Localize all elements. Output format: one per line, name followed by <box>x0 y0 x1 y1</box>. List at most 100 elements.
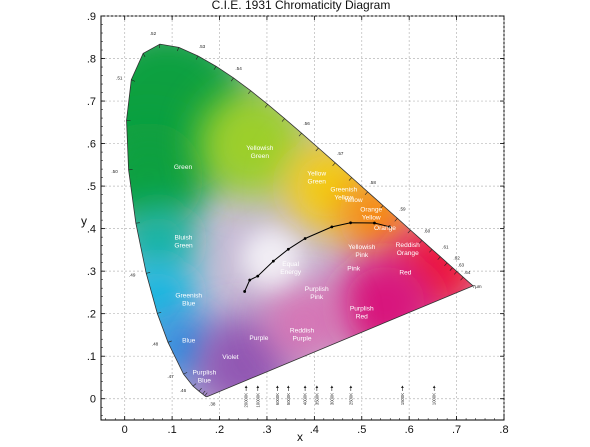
region-label-line: Purple <box>292 335 311 342</box>
x-tick-label: .8 <box>499 424 508 436</box>
region-label: Green <box>174 164 193 171</box>
region-label-line: Red <box>356 314 368 321</box>
planckian-marker <box>256 275 259 278</box>
x-tick-label: .6 <box>405 424 414 436</box>
region-label-line: Green <box>308 178 327 185</box>
y-tick-label: 0 <box>90 394 96 406</box>
region-label: Yellow <box>344 197 363 204</box>
chart-title: C.I.E. 1931 Chromaticity Diagram <box>212 0 391 12</box>
temperature-arrow-head <box>315 386 318 389</box>
wavelength-label: .50 <box>111 169 118 174</box>
temperature-label: 1500K <box>400 393 405 405</box>
region-label: Pink <box>347 265 361 272</box>
wavelength-label: 7µm <box>473 284 482 289</box>
region-label-line: Blue <box>182 338 196 345</box>
temperature-arrow-head <box>330 386 333 389</box>
region-label-line: Orange <box>360 207 382 214</box>
temperature-arrow-head <box>433 386 436 389</box>
x-tick-label: .2 <box>215 424 224 436</box>
x-tick-label: .3 <box>262 424 271 436</box>
region-label-line: Pink <box>355 252 369 259</box>
temperature-label: 1000K <box>432 393 437 405</box>
region-label-line: Yellow <box>307 170 326 177</box>
region-label-line: Energy <box>280 269 302 276</box>
wavelength-label: .47 <box>167 374 174 379</box>
y-axis-label: y <box>81 214 87 228</box>
y-tick-label: .9 <box>87 11 96 23</box>
x-axis-label: x <box>297 430 303 442</box>
region-label: Purple <box>249 335 268 342</box>
region-label-line: Greenish <box>330 187 357 194</box>
wavelength-label: .56 <box>303 121 310 126</box>
region-label-line: Green <box>251 153 270 160</box>
temperature-arrow-head <box>276 386 279 389</box>
region-label: Red <box>399 270 411 277</box>
region-label-line: Blue <box>182 301 196 308</box>
temperature-label: 6000K <box>275 393 280 405</box>
wavelength-label: .49 <box>129 272 136 277</box>
region-label-line: Orange <box>397 250 419 257</box>
y-tick-label: .7 <box>87 96 96 108</box>
planckian-marker <box>243 290 246 293</box>
region-label-line: Yellowish <box>348 244 376 251</box>
y-tick-label: .4 <box>87 224 96 236</box>
region-label-line: Pink <box>310 294 324 301</box>
temperature-label: 5000K <box>286 393 291 405</box>
planckian-marker <box>272 260 275 263</box>
region-label-line: Orange <box>374 225 396 232</box>
region-label-line: Reddish <box>396 242 421 249</box>
x-tick-label: .1 <box>168 424 177 436</box>
planckian-marker <box>330 225 333 228</box>
temperature-label: 10000K <box>255 393 260 408</box>
region-label-line: Bluish <box>175 234 193 241</box>
y-tick-label: .6 <box>87 139 96 151</box>
wavelength-label: .38 <box>209 402 216 407</box>
temperature-arrow-head <box>349 386 352 389</box>
temperature-label: 20000K <box>244 393 249 408</box>
region-label-line: Greenish <box>175 293 202 300</box>
region-label-line: Equal <box>282 261 299 268</box>
temperature-arrow-head <box>304 386 307 389</box>
wavelength-label: .53 <box>199 44 206 49</box>
temperature-arrow-head <box>287 386 290 389</box>
y-tick-label: .1 <box>87 351 96 363</box>
x-tick-label: .7 <box>452 424 461 436</box>
region-label-line: Blue <box>198 377 212 384</box>
region-label-line: Purplish <box>350 306 374 313</box>
wavelength-label: .51 <box>116 76 123 81</box>
chromaticity-fill <box>82 16 504 420</box>
y-tick-label: .2 <box>87 309 96 321</box>
wavelength-label: .59 <box>399 206 406 211</box>
x-tick-label: .5 <box>357 424 366 436</box>
x-tick-label: 0 <box>122 424 128 436</box>
wavelength-label: .46 <box>180 388 187 393</box>
region-label-line: Purplish <box>192 369 216 376</box>
temperature-label: 3000K <box>329 393 334 405</box>
region-label-line: Purple <box>249 335 268 342</box>
region-label-line: Yellowish <box>246 145 274 152</box>
region-label: Violet <box>222 354 239 361</box>
region-label-line: Green <box>174 164 193 171</box>
wavelength-label: .61 <box>442 245 449 250</box>
region-label-line: Yellow <box>344 197 363 204</box>
region-label-line: Yellow <box>362 215 381 222</box>
temperature-label: 4000K <box>303 393 308 405</box>
wavelength-label: .58 <box>369 180 376 185</box>
temperature-label: 3500K <box>314 393 319 405</box>
wavelength-label: .62 <box>453 256 460 261</box>
wavelength-label: .63 <box>458 262 465 267</box>
region-label: Blue <box>182 338 196 345</box>
wavelength-label: .52 <box>150 31 157 36</box>
wavelength-label: .48 <box>152 341 159 346</box>
region-label-line: Red <box>399 270 411 277</box>
temperature-arrow-head <box>256 386 259 389</box>
y-tick-label: .8 <box>87 54 96 66</box>
y-tick-label: .3 <box>87 266 96 278</box>
